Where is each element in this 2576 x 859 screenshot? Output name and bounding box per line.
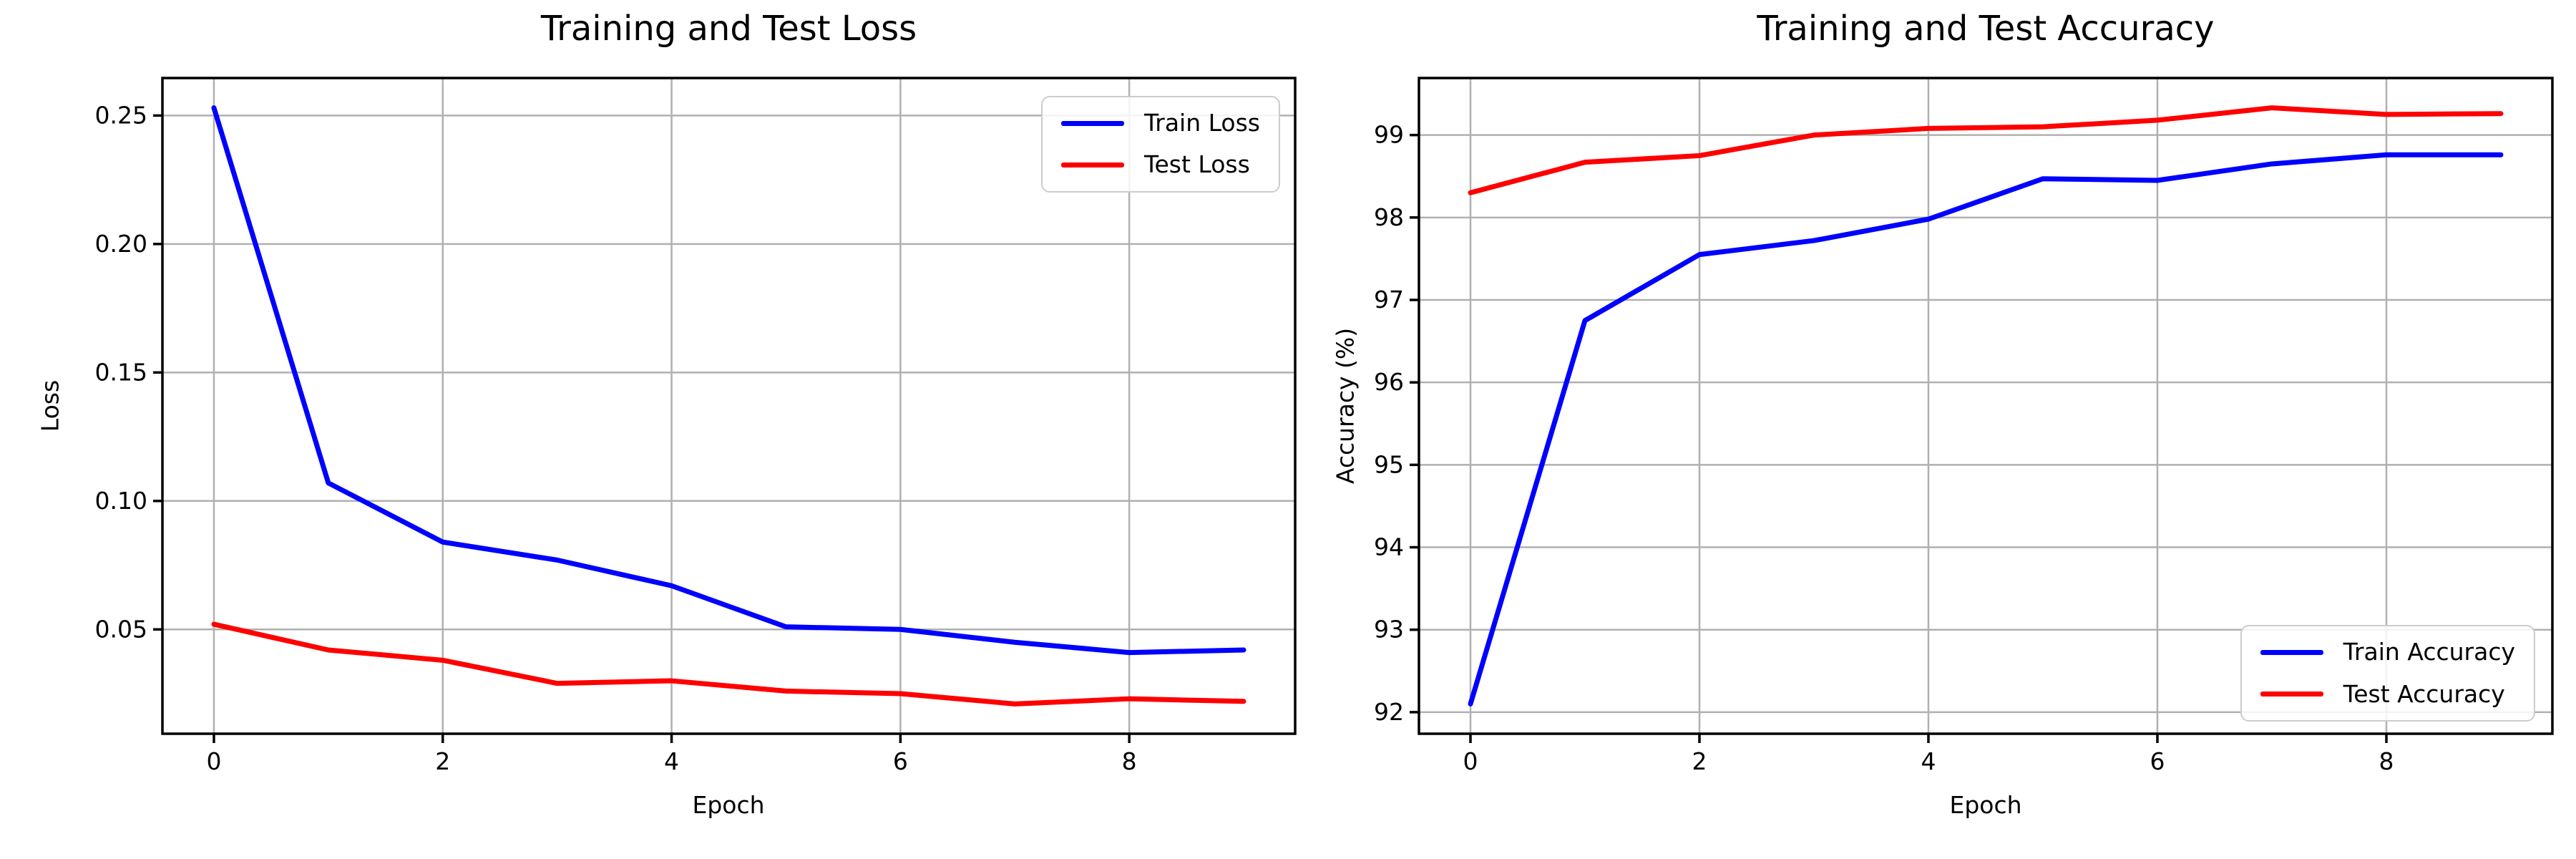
legend-label: Train Accuracy — [2343, 638, 2515, 666]
y-tick-label: 92 — [1374, 698, 1404, 726]
legend-label: Test Accuracy — [2343, 679, 2505, 708]
axes-spines — [161, 77, 1297, 735]
y-tick-label: 93 — [1374, 616, 1404, 644]
y-tick-label: 0.20 — [95, 230, 147, 258]
x-tick-label: 8 — [2379, 747, 2394, 775]
legend-label: Train Loss — [1143, 109, 1260, 137]
y-tick-label: 94 — [1374, 533, 1404, 561]
y-tick-label: 0.05 — [95, 615, 147, 643]
x-tick-label: 6 — [2150, 747, 2165, 775]
legend-item: Test Loss — [1060, 150, 1260, 179]
y-tick-label: 96 — [1374, 368, 1404, 396]
legend-line-train-accuracy — [2260, 650, 2323, 656]
x-tick-label: 4 — [1921, 747, 1936, 775]
y-tick-label: 0.25 — [95, 101, 147, 129]
loss-legend: Train Loss Test Loss — [1040, 96, 1280, 193]
legend-line-test-loss — [1060, 162, 1124, 168]
x-tick-label: 6 — [893, 747, 908, 775]
legend-line-test-accuracy — [2260, 691, 2323, 697]
x-tick-label: 0 — [1463, 747, 1478, 775]
loss-x-axis-label: Epoch — [692, 791, 765, 819]
legend-item: Train Loss — [1060, 109, 1260, 137]
x-tick-label: 2 — [1692, 747, 1707, 775]
legend-item: Test Accuracy — [2260, 681, 2515, 707]
y-tick-label: 97 — [1374, 286, 1404, 314]
test-loss-line — [211, 621, 1246, 707]
accuracy-legend: Train Accuracy Test Accuracy — [2240, 625, 2535, 722]
train-accuracy-line — [1468, 152, 2504, 707]
accuracy-x-axis-label: Epoch — [1949, 791, 2022, 819]
y-tick-label: 0.10 — [95, 487, 147, 515]
x-tick-label: 4 — [664, 747, 679, 775]
loss-chart-title: Training and Test Loss — [540, 9, 917, 49]
legend-label: Test Loss — [1143, 150, 1250, 179]
x-tick-label: 8 — [1122, 747, 1137, 775]
legend-line-train-loss — [1060, 120, 1124, 126]
x-tick-label: 0 — [206, 747, 221, 775]
y-tick-label: 95 — [1374, 450, 1404, 478]
accuracy-y-axis-label: Accuracy (%) — [1331, 327, 1360, 485]
axes-spines — [1418, 77, 2554, 735]
loss-y-axis-label: Loss — [36, 379, 64, 432]
legend-item: Train Accuracy — [2260, 639, 2515, 665]
x-tick-label: 2 — [435, 747, 450, 775]
train-loss-line — [211, 105, 1246, 656]
test-accuracy-line — [1468, 105, 2504, 195]
accuracy-chart-title: Training and Test Accuracy — [1757, 9, 2215, 49]
y-tick-label: 99 — [1374, 121, 1404, 149]
y-tick-label: 98 — [1374, 203, 1404, 231]
y-tick-label: 0.15 — [95, 358, 147, 386]
